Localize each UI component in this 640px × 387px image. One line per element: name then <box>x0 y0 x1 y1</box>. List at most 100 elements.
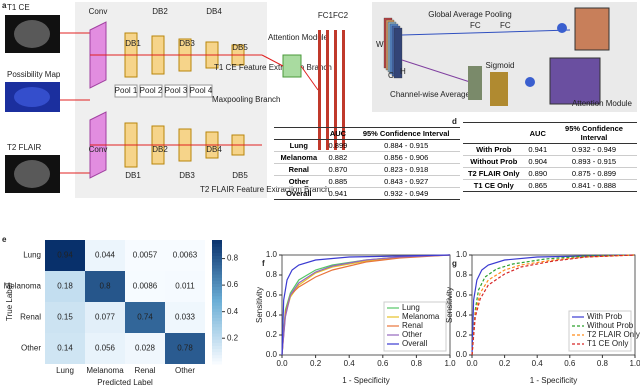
dim-label: H <box>400 67 406 76</box>
multiply <box>525 77 535 87</box>
block-label: DB3 <box>179 171 195 180</box>
x-tick-label: 0.4 <box>532 359 544 368</box>
colorbar-step <box>212 274 222 278</box>
colorbar-step <box>212 277 222 281</box>
y-tick-label: 0.0 <box>266 350 278 359</box>
x-axis-label: 1 - Specificity <box>530 376 578 385</box>
colorbar-step <box>212 292 222 297</box>
y-tick-label: Other <box>21 344 41 353</box>
legend-label: T1 CE Only <box>587 339 628 348</box>
block-label: DB4 <box>206 145 222 154</box>
table-cell: Lung <box>274 139 324 152</box>
colorbar-step <box>212 280 222 284</box>
y-tick-label: 0.2 <box>266 330 278 339</box>
heatmap-cell <box>165 302 205 333</box>
table-cell: 0.941 <box>524 143 551 156</box>
y-tick-label: 1.0 <box>266 250 278 259</box>
roc-curve <box>281 254 451 356</box>
pool-label: Pool 2 <box>140 86 163 95</box>
y-axis-label: True Label <box>5 283 14 321</box>
x-tick-label: 1.0 <box>629 359 640 368</box>
roc-curve <box>471 254 636 356</box>
table-row: T2 FLAIR Only 0.890 0.875 - 0.899 <box>463 167 637 180</box>
table-cell: 0.882 <box>323 151 353 164</box>
cell-label: 0.056 <box>95 344 116 353</box>
cell-label: 0.077 <box>95 313 116 322</box>
branch-bg <box>75 2 267 198</box>
heatmap-cell <box>45 302 85 333</box>
cwa-label: Channel-wise Average <box>390 90 470 99</box>
legend-label: Melanoma <box>402 312 440 321</box>
cell-label: 0.028 <box>135 344 156 353</box>
y-tick-label: 0.4 <box>266 310 278 319</box>
table-c: AUC 95% Confidence Interval Lung 0.899 0.884… <box>274 127 460 200</box>
table-cell: AUC <box>323 127 353 140</box>
table-row: T1 CE Only 0.865 0.841 - 0.888 <box>463 179 637 192</box>
roc-curve <box>471 254 636 356</box>
y-tick-label: 0.6 <box>266 290 278 299</box>
table-cell: 0.890 <box>524 167 551 180</box>
table-cell: 0.884 - 0.915 <box>352 139 460 152</box>
y-tick-label: 0.6 <box>456 290 468 299</box>
x-tick-label: 0.6 <box>377 359 389 368</box>
y-tick-label: 0.0 <box>456 350 468 359</box>
input-label: Possibility Map <box>7 70 61 79</box>
block-label: DB2 <box>152 145 168 154</box>
colorbar-step <box>212 351 222 356</box>
gap-label: Global Average Pooling <box>428 10 511 19</box>
colorbar-step <box>212 323 222 328</box>
heatmap-cell <box>45 240 85 271</box>
block-label: DB5 <box>232 171 248 180</box>
table-cell: Other <box>274 175 324 188</box>
x-tick-label: 0.0 <box>466 359 478 368</box>
flow <box>300 65 319 91</box>
colorbar-step <box>212 311 222 315</box>
colorbar-step <box>212 308 222 312</box>
table-cell: 0.870 <box>323 163 353 176</box>
colorbar-step <box>212 342 222 346</box>
y-tick-label: 0.8 <box>456 270 468 279</box>
pool-box <box>164 84 188 98</box>
sigmoid-map <box>490 72 508 106</box>
colorbar-step <box>212 329 222 334</box>
table-cell: 0.904 <box>524 155 551 168</box>
flow <box>401 59 471 83</box>
table-cell: T2 FLAIR Only <box>463 167 525 180</box>
colorbar-step <box>212 261 222 266</box>
sigmoid-label: Sigmoid <box>486 61 515 70</box>
cell-label: 0.14 <box>57 344 73 353</box>
panel-label: d <box>452 117 457 126</box>
heatmap-cell <box>85 271 125 302</box>
colorbar-step <box>212 246 222 250</box>
block-label: DB1 <box>125 39 141 48</box>
table-row: AUC 95% Confidence Interval <box>463 122 637 144</box>
colorbar-step <box>212 258 222 263</box>
cell-label: 0.78 <box>177 344 193 353</box>
fc-label: FC <box>500 21 511 30</box>
input-label: T1 CE <box>7 3 30 12</box>
colorbar-step <box>212 339 222 343</box>
legend-label: With Prob <box>587 312 623 321</box>
branch-label: Maxpooling Branch <box>212 95 280 104</box>
cell-label: 0.0057 <box>133 251 158 260</box>
table-cell: 0.856 - 0.906 <box>352 151 460 164</box>
table-row: Renal 0.870 0.823 - 0.918 <box>274 163 460 176</box>
colorbar-step <box>212 298 222 303</box>
table-d: AUC 95% Confidence Interval With Prob 0.941… <box>463 122 637 192</box>
table-cell: Without Prob <box>463 155 525 168</box>
heatmap-cell <box>125 271 165 302</box>
feature-stack <box>574 7 610 51</box>
cell-label: 0.74 <box>137 313 153 322</box>
heatmap-cell <box>165 333 205 364</box>
heatmap-cell <box>85 333 125 364</box>
block-label: DB4 <box>206 7 222 16</box>
legend-label: Lung <box>402 303 420 312</box>
table-cell: 95% Confidence Interval <box>551 122 637 144</box>
x-tick-label: Other <box>175 366 195 375</box>
table-cell: 0.932 - 0.949 <box>551 143 637 156</box>
colorbar-step <box>212 314 222 318</box>
x-tick-label: 0.0 <box>276 359 288 368</box>
slice <box>393 27 403 79</box>
y-tick-label: Lung <box>23 251 41 260</box>
